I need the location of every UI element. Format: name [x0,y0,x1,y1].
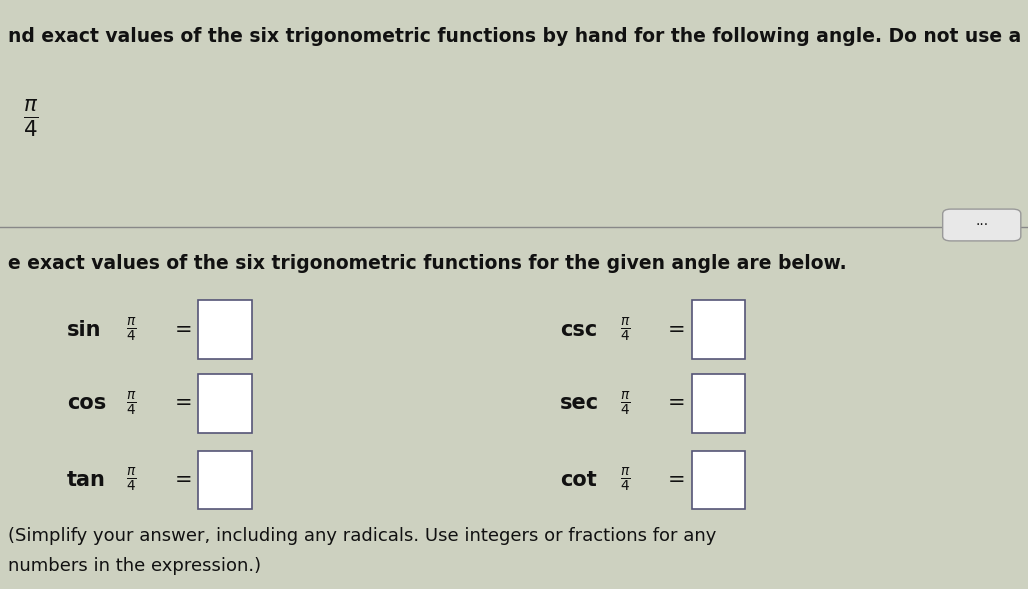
Text: sec: sec [560,393,599,413]
Text: cot: cot [560,470,597,490]
Text: =: = [668,393,686,413]
Text: $\frac{\pi}{4}$: $\frac{\pi}{4}$ [620,466,630,494]
Text: $\frac{\pi}{4}$: $\frac{\pi}{4}$ [620,316,630,344]
Text: $\frac{\pi}{4}$: $\frac{\pi}{4}$ [620,389,630,418]
Bar [198,300,252,359]
Text: $\frac{\pi}{4}$: $\frac{\pi}{4}$ [126,389,137,418]
Text: =: = [668,470,686,490]
Text: $\frac{\pi}{4}$: $\frac{\pi}{4}$ [126,316,137,344]
Text: csc: csc [560,320,597,340]
Text: numbers in the expression.): numbers in the expression.) [8,557,261,575]
Text: nd exact values of the six trigonometric functions by hand for the following ang: nd exact values of the six trigonometric… [8,27,1022,45]
Text: $\frac{\pi}{4}$: $\frac{\pi}{4}$ [126,466,137,494]
Bar [692,300,745,359]
Bar [692,451,745,509]
Bar [198,374,252,433]
Text: $\frac{\pi}{4}$: $\frac{\pi}{4}$ [23,97,38,139]
Text: =: = [175,393,192,413]
Text: =: = [668,320,686,340]
Text: ···: ··· [976,218,988,232]
Text: (Simplify your answer, including any radicals. Use integers or fractions for any: (Simplify your answer, including any rad… [8,527,717,545]
Bar [692,374,745,433]
Text: =: = [175,320,192,340]
Text: cos: cos [67,393,106,413]
Text: =: = [175,470,192,490]
Text: tan: tan [67,470,106,490]
Bar [198,451,252,509]
Text: sin: sin [67,320,102,340]
FancyBboxPatch shape [943,209,1021,241]
Text: e exact values of the six trigonometric functions for the given angle are below.: e exact values of the six trigonometric … [8,254,847,273]
